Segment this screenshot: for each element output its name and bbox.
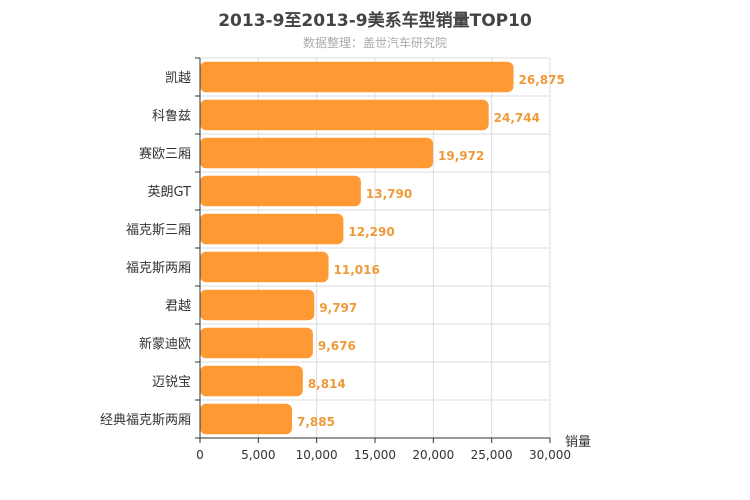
category-label: 凯越: [165, 71, 191, 86]
bar: [200, 137, 434, 169]
x-tick-label: 5,000: [241, 448, 275, 462]
category-label: 科鲁兹: [152, 109, 191, 124]
bar: [200, 61, 514, 93]
category-label: 赛欧三厢: [139, 146, 191, 162]
x-tick-label: 20,000: [412, 448, 454, 462]
bars: 26,875 24,744 19,972 13,790 12,290 11,016 9,79…: [200, 61, 565, 435]
bar: [200, 213, 344, 245]
data-label: 9,676: [318, 339, 356, 353]
data-label: 12,290: [348, 225, 394, 239]
chart-title: 2013-9至2013-9美系车型销量TOP10: [218, 11, 532, 31]
axes: 0 5,000 10,000 15,000 20,000 25,000 30,000 凯越科鲁…: [100, 57, 591, 462]
bar: [200, 289, 315, 321]
data-label: 24,744: [494, 111, 540, 125]
data-label: 9,797: [319, 301, 357, 315]
bar: [200, 403, 292, 435]
data-label: 7,885: [297, 415, 335, 429]
category-label: 英朗GT: [147, 185, 191, 200]
category-label: 福克斯三厢: [126, 223, 191, 238]
category-label: 君越: [165, 299, 191, 314]
data-label: 11,016: [334, 263, 380, 277]
x-tick-label: 0: [196, 448, 204, 462]
x-tick-label: 30,000: [529, 448, 571, 462]
grid-lines: [200, 57, 551, 439]
category-label: 经典福克斯两厢: [100, 413, 191, 428]
data-label: 13,790: [366, 187, 412, 201]
bar: [200, 175, 361, 207]
data-label: 26,875: [519, 73, 565, 87]
bar: [200, 327, 313, 359]
category-label: 新蒙迪欧: [139, 336, 191, 352]
category-label: 福克斯两厢: [126, 261, 191, 276]
bar: [200, 99, 489, 131]
data-label: 8,814: [308, 377, 346, 391]
x-tick-label: 15,000: [354, 448, 396, 462]
x-tick-label: 10,000: [296, 448, 338, 462]
x-axis-title: 销量: [565, 435, 591, 450]
x-tick-label: 25,000: [471, 448, 513, 462]
data-label: 19,972: [438, 149, 484, 163]
category-label: 迈锐宝: [152, 375, 191, 390]
chart-subtitle: 数据整理：盖世汽车研究院: [302, 36, 447, 50]
bar: [200, 365, 303, 397]
bar: [200, 251, 329, 283]
